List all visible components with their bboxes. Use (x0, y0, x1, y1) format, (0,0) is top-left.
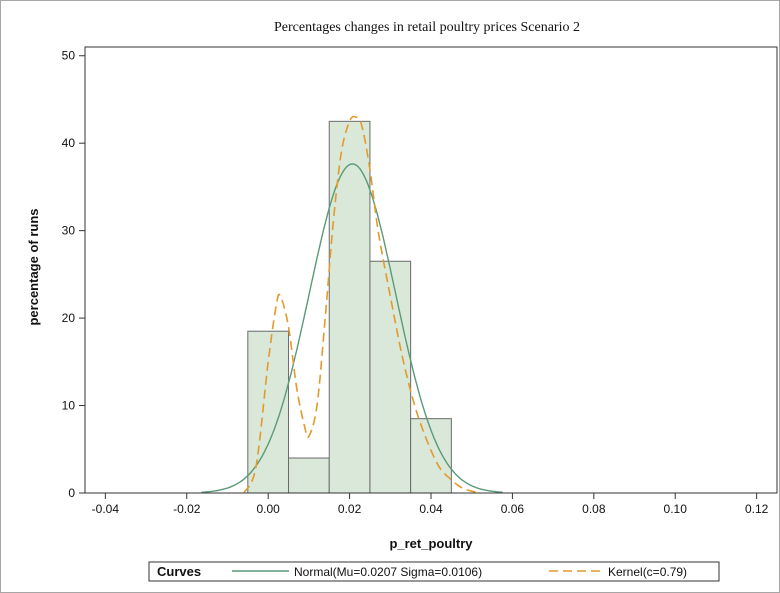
histogram-bar (328, 120, 371, 494)
y-tick-label: 50 (62, 49, 76, 63)
x-tick-label: 0.12 (745, 502, 769, 516)
y-tick-label: 10 (62, 399, 76, 413)
x-tick-label: 0.06 (501, 502, 525, 516)
x-tick-label: 0.04 (419, 502, 443, 516)
y-tick-label: 20 (62, 311, 76, 325)
y-tick-label: 40 (62, 136, 76, 150)
x-tick-label: 0.00 (256, 502, 280, 516)
legend-normal-label: Normal(Mu=0.0207 Sigma=0.0106) (294, 565, 482, 579)
x-tick-label: 0.10 (664, 502, 688, 516)
histogram-bar (369, 260, 412, 494)
x-tick-label: 0.08 (582, 502, 606, 516)
legend-box (148, 561, 720, 582)
x-tick-label: -0.04 (92, 502, 120, 516)
kernel-curve (243, 115, 481, 494)
y-tick-label: 30 (62, 224, 76, 238)
y-axis-label: percentage of runs (26, 208, 41, 325)
x-axis-label: p_ret_poultry (389, 536, 473, 551)
legend-kernel-label: Kernel(c=0.79) (608, 565, 687, 579)
x-tick-label: -0.02 (173, 502, 201, 516)
legend: Curves Normal(Mu=0.0207 Sigma=0.0106) Ke… (148, 561, 720, 582)
chart-title: Percentages changes in retail poultry pr… (206, 13, 648, 43)
histogram-bar (288, 457, 330, 494)
normal-curve (201, 163, 503, 493)
legend-heading: Curves (157, 564, 201, 579)
y-tick-label: 0 (68, 486, 75, 500)
histogram-bar (247, 330, 290, 494)
x-tick-label: 0.02 (338, 502, 362, 516)
